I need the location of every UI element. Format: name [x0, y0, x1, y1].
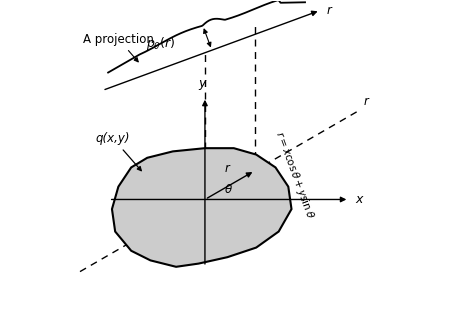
- Text: $p_\theta(r)$: $p_\theta(r)$: [146, 35, 176, 52]
- Polygon shape: [112, 148, 292, 267]
- Text: $r = x\cos\theta + y\sin\theta$: $r = x\cos\theta + y\sin\theta$: [272, 129, 317, 220]
- Text: q(x,y): q(x,y): [96, 132, 141, 171]
- Text: x: x: [356, 193, 363, 206]
- Text: r: r: [327, 4, 332, 17]
- Text: y: y: [198, 78, 205, 90]
- Text: $\theta$: $\theta$: [224, 183, 233, 196]
- Text: A projection: A projection: [83, 33, 154, 62]
- Text: r: r: [224, 162, 229, 175]
- Text: r: r: [364, 95, 369, 108]
